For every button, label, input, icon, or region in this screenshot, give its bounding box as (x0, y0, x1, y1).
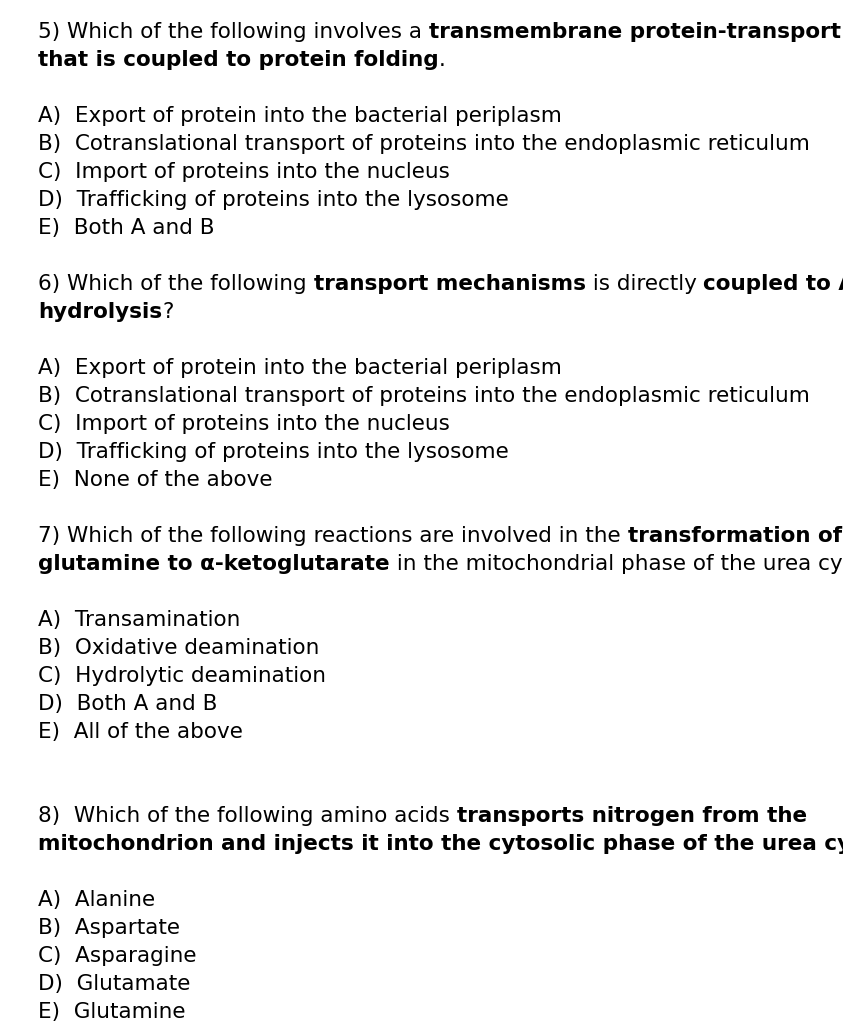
Text: E)  All of the above: E) All of the above (38, 722, 243, 742)
Text: D)  Trafficking of proteins into the lysosome: D) Trafficking of proteins into the lyso… (38, 190, 508, 210)
Text: ?: ? (162, 302, 174, 322)
Text: is directly: is directly (586, 274, 703, 294)
Text: coupled to ATP: coupled to ATP (703, 274, 843, 294)
Text: B)  Cotranslational transport of proteins into the endoplasmic reticulum: B) Cotranslational transport of proteins… (38, 134, 810, 154)
Text: E)  Glutamine: E) Glutamine (38, 1002, 185, 1022)
Text: D)  Trafficking of proteins into the lysosome: D) Trafficking of proteins into the lyso… (38, 442, 508, 462)
Text: 7) Which of the following reactions are involved in the: 7) Which of the following reactions are … (38, 526, 627, 546)
Text: that is coupled to protein folding: that is coupled to protein folding (38, 50, 438, 70)
Text: B)  Cotranslational transport of proteins into the endoplasmic reticulum: B) Cotranslational transport of proteins… (38, 386, 810, 406)
Text: E)  Both A and B: E) Both A and B (38, 218, 214, 238)
Text: C)  Hydrolytic deamination: C) Hydrolytic deamination (38, 666, 326, 686)
Text: C)  Asparagine: C) Asparagine (38, 946, 196, 966)
Text: glutamine to α-ketoglutarate: glutamine to α-ketoglutarate (38, 554, 389, 574)
Text: B)  Aspartate: B) Aspartate (38, 918, 180, 938)
Text: 8)  Which of the following amino acids: 8) Which of the following amino acids (38, 806, 457, 826)
Text: C)  Import of proteins into the nucleus: C) Import of proteins into the nucleus (38, 414, 450, 434)
Text: C)  Import of proteins into the nucleus: C) Import of proteins into the nucleus (38, 162, 450, 182)
Text: in the mitochondrial phase of the urea cycle?: in the mitochondrial phase of the urea c… (389, 554, 843, 574)
Text: A)  Alanine: A) Alanine (38, 890, 155, 910)
Text: mitochondrion and injects it into the cytosolic phase of the urea cycle: mitochondrion and injects it into the cy… (38, 834, 843, 854)
Text: 6) Which of the following: 6) Which of the following (38, 274, 314, 294)
Text: transport mechanisms: transport mechanisms (314, 274, 586, 294)
Text: A)  Export of protein into the bacterial periplasm: A) Export of protein into the bacterial … (38, 106, 562, 126)
Text: transmembrane protein-transport mechanism: transmembrane protein-transport mechanis… (429, 22, 843, 42)
Text: hydrolysis: hydrolysis (38, 302, 162, 322)
Text: transformation of: transformation of (627, 526, 841, 546)
Text: D)  Both A and B: D) Both A and B (38, 694, 217, 714)
Text: transports nitrogen from the: transports nitrogen from the (457, 806, 807, 826)
Text: A)  Export of protein into the bacterial periplasm: A) Export of protein into the bacterial … (38, 358, 562, 378)
Text: D)  Glutamate: D) Glutamate (38, 974, 191, 994)
Text: 5) Which of the following involves a: 5) Which of the following involves a (38, 22, 429, 42)
Text: B)  Oxidative deamination: B) Oxidative deamination (38, 638, 319, 658)
Text: .: . (438, 50, 445, 70)
Text: E)  None of the above: E) None of the above (38, 470, 272, 490)
Text: A)  Transamination: A) Transamination (38, 610, 240, 630)
